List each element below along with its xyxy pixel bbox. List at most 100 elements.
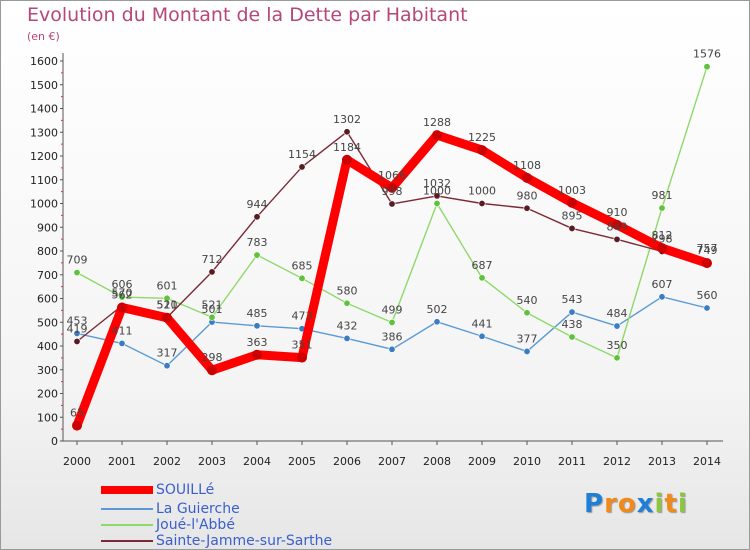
data-point [343,128,351,136]
legend-swatch [101,540,153,542]
y-tick-label: 500 [37,316,58,329]
data-label: 812 [652,229,673,242]
data-point [298,274,306,282]
logo-letter: t [664,489,678,519]
data-label: 511 [157,299,178,312]
data-label: 606 [112,278,133,291]
data-label: 521 [202,298,223,311]
data-label: 502 [427,303,448,316]
legend-label: Sainte-Jamme-sur-Sarthe [156,533,333,549]
x-tick-label: 2001 [108,455,136,468]
data-label: 499 [382,303,403,316]
data-label: 895 [562,209,583,222]
data-point [73,269,81,277]
data-label: 685 [292,259,313,272]
data-point [207,365,217,376]
data-label: 65 [70,407,84,420]
data-label: 798 [652,232,673,245]
data-point [387,182,397,193]
data-point [478,200,486,208]
proxiti-logo: Proxiti [584,489,688,519]
data-point [117,302,127,313]
legend-label: La Guierche [156,501,240,517]
x-tick-label: 2011 [558,455,586,468]
data-point [612,219,622,230]
data-point [523,204,531,212]
data-point [297,352,307,363]
data-point [703,304,711,312]
data-point [298,163,306,171]
y-tick-label: 1000 [30,198,58,211]
data-label: 601 [157,279,178,292]
data-point [72,420,82,431]
data-label: 1225 [468,131,496,144]
legend-swatch [101,508,153,510]
y-tick-label: 1600 [30,55,58,68]
data-label: 473 [292,310,313,323]
y-tick-label: 400 [37,340,58,353]
data-label: 998 [382,185,403,198]
data-point [658,204,666,212]
data-label: 981 [652,189,673,202]
data-point [703,63,711,71]
legend-swatch [101,486,153,494]
data-label: 351 [292,339,313,352]
data-point [433,318,441,326]
data-point [432,130,442,141]
logo-letter: o [617,489,637,519]
data-label: 501 [202,303,223,316]
data-point [253,213,261,221]
data-point [433,200,441,208]
data-point [388,200,396,208]
data-label: 1288 [423,116,451,129]
data-label: 1000 [423,185,451,198]
data-label: 980 [517,189,538,202]
x-tick-label: 2007 [378,455,406,468]
data-label: 687 [472,259,493,272]
data-point [523,309,531,317]
data-point [658,293,666,301]
y-tick-label: 600 [37,293,58,306]
data-point [342,154,352,165]
data-label: 1003 [558,184,586,197]
data-label: 607 [652,278,673,291]
data-point [163,294,171,302]
data-point [73,329,81,337]
data-label: 317 [157,347,178,360]
data-point [388,345,396,353]
data-point [613,354,621,362]
data-point [702,258,712,269]
data-label: 570 [112,287,133,300]
data-point [568,224,576,232]
y-tick-label: 700 [37,269,58,282]
data-label: 849 [607,220,628,233]
unit-label: (en €) [27,30,60,43]
legend-label: SOUILLé [156,482,215,498]
data-label: 298 [202,351,223,364]
data-label: 377 [517,332,538,345]
y-tick-label: 1400 [30,103,58,116]
y-tick-label: 1500 [30,79,58,92]
data-label: 432 [337,319,358,332]
data-label: 562 [112,289,133,302]
data-label: 438 [562,318,583,331]
data-label: 1032 [423,177,451,190]
data-point [163,362,171,370]
data-point [657,243,667,254]
data-point [613,235,621,243]
data-point [568,333,576,341]
data-point [208,313,216,321]
x-tick-label: 2002 [153,455,181,468]
data-label: 441 [472,317,493,330]
data-label: 350 [607,339,628,352]
data-label: 363 [247,336,268,349]
data-label: 1000 [468,185,496,198]
logo-letter: P [584,489,605,519]
y-tick-label: 100 [37,411,58,424]
data-label: 910 [607,206,628,219]
data-label: 749 [697,244,718,257]
data-point [343,299,351,307]
logo-letter: i [677,489,688,519]
data-point [388,318,396,326]
